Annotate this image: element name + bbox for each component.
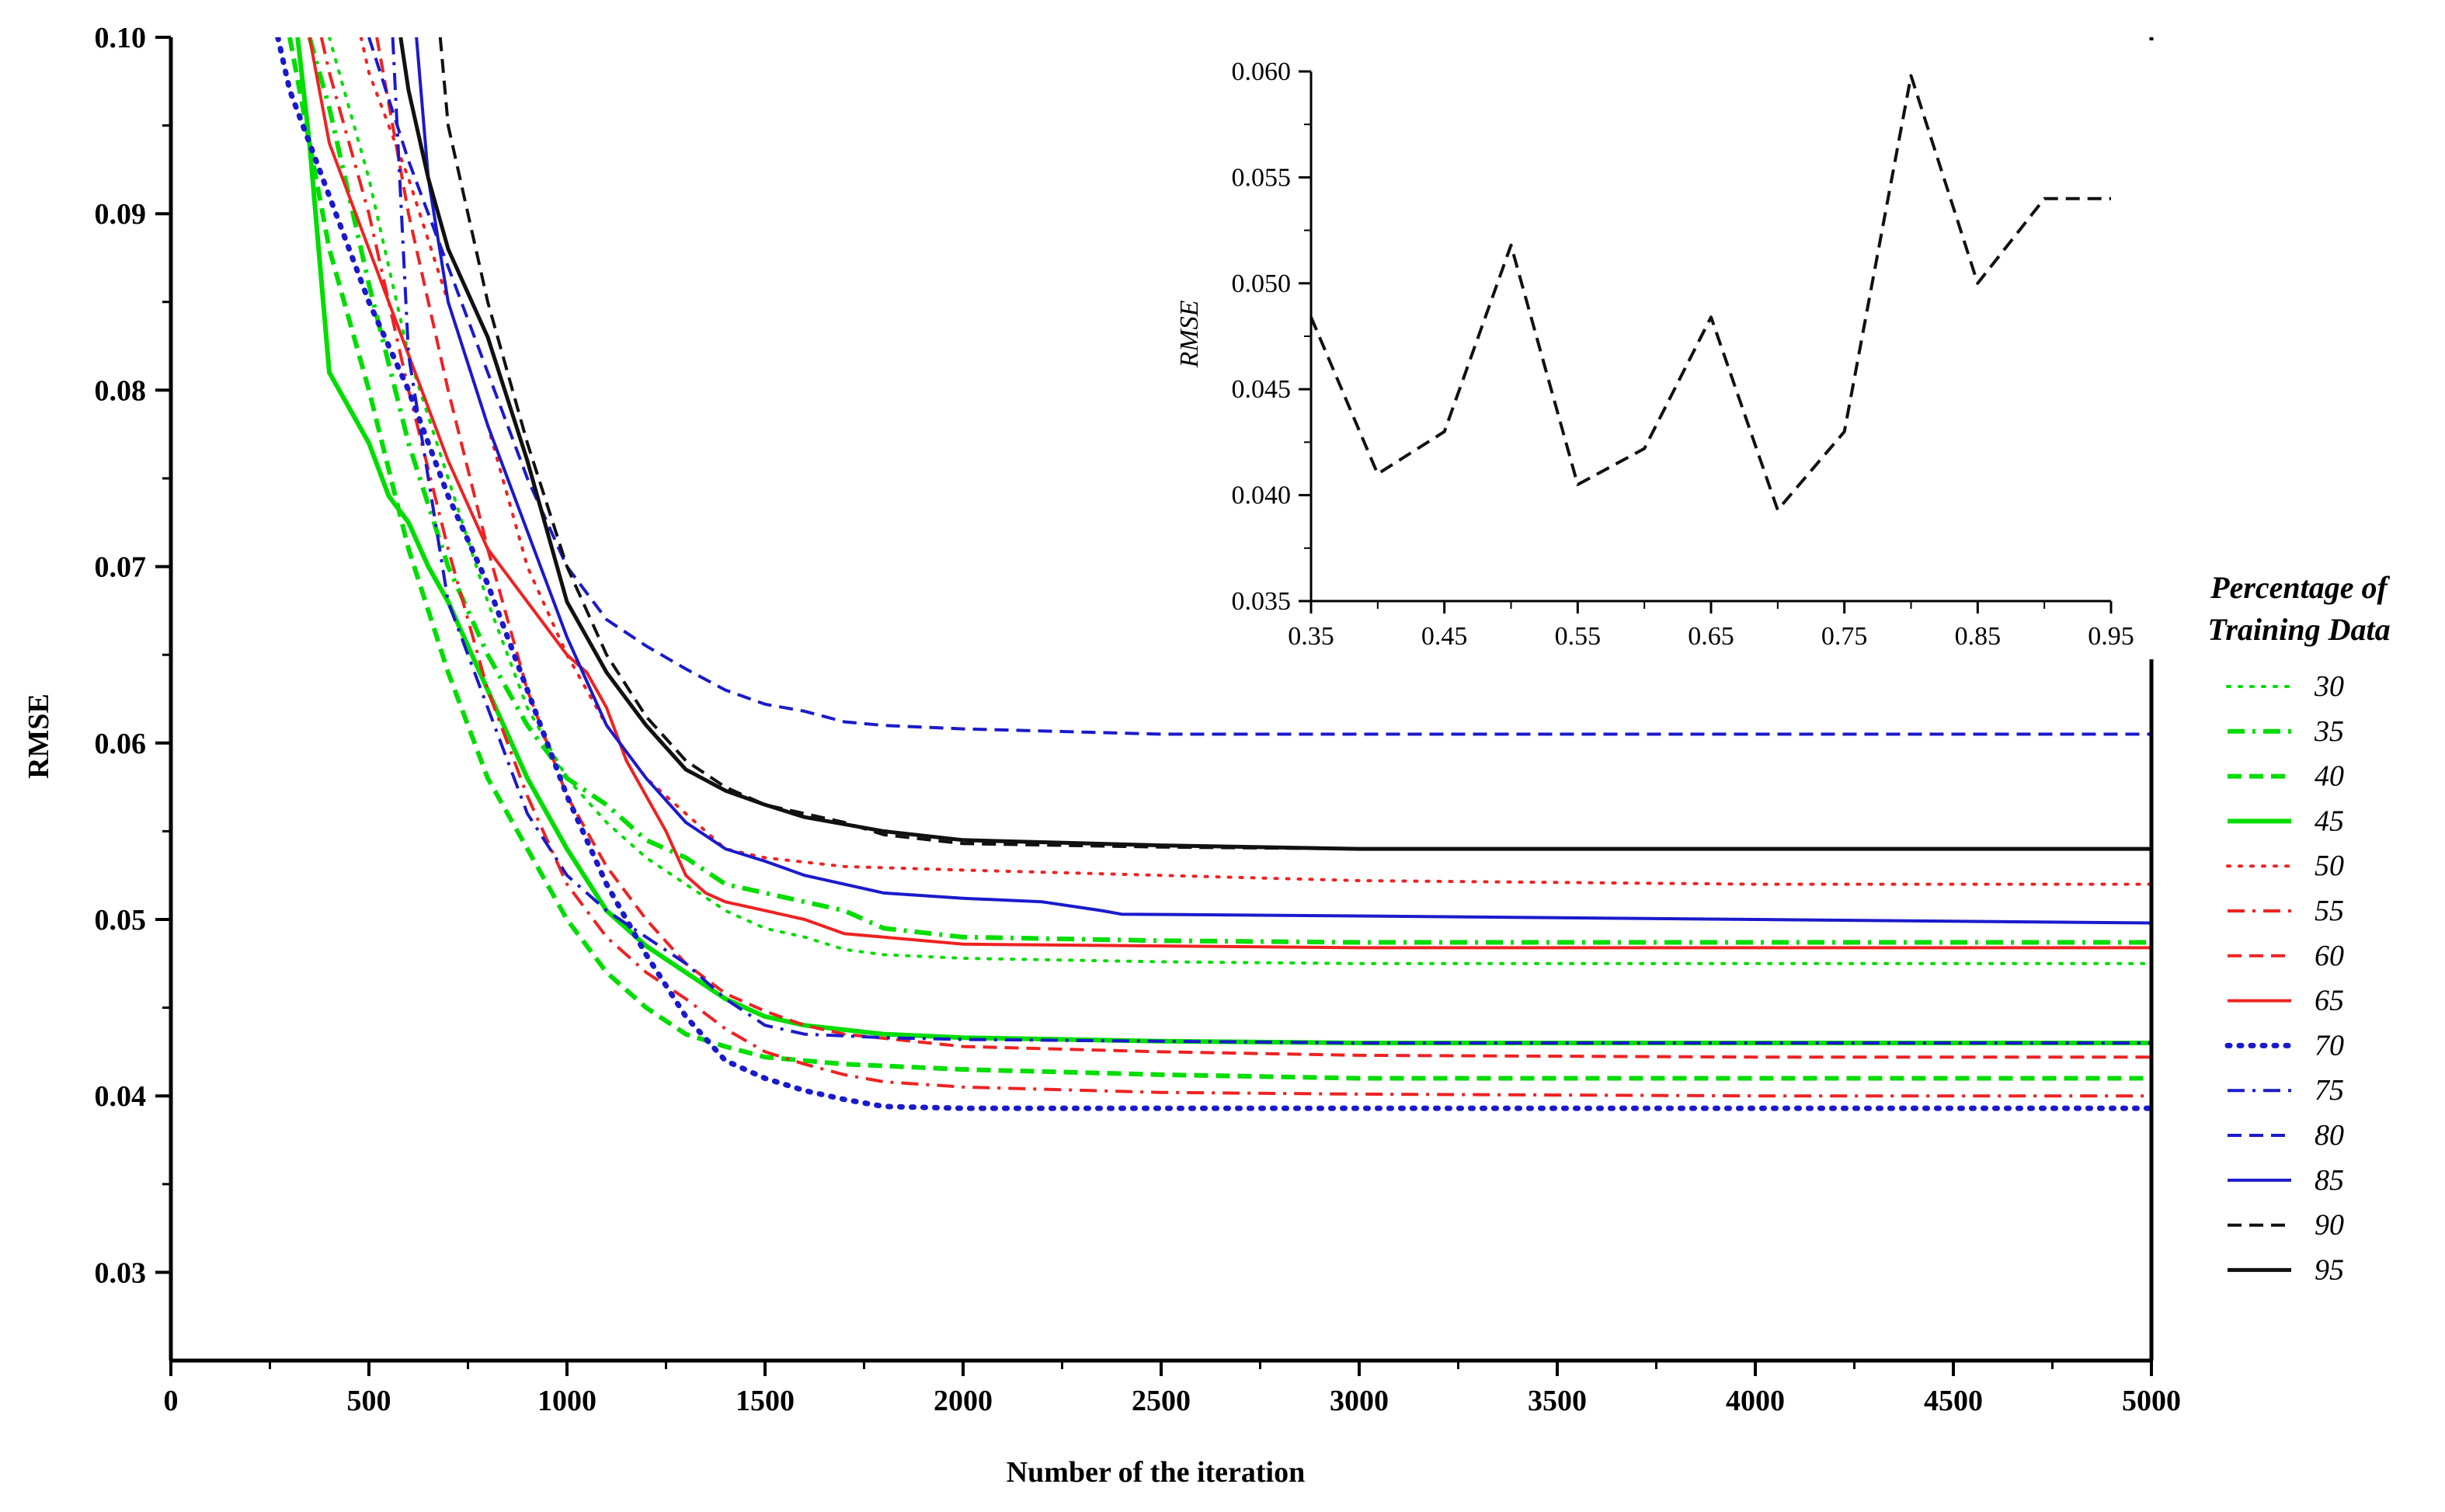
legend-item-45: 45	[2228, 805, 2344, 837]
legend-item-40: 40	[2228, 760, 2344, 793]
legend-item-35: 35	[2228, 715, 2344, 748]
legend: Percentage of Training Data 30 35 40 45 50 55…	[2207, 570, 2390, 1286]
inset-y-tick-label: 0.040	[1232, 481, 1292, 510]
inset-y-axis-title: RMSE	[1175, 300, 1204, 368]
main-y-tick-label: 0.09	[95, 198, 147, 231]
legend-label: 80	[2315, 1119, 2344, 1152]
legend-item-55: 55	[2228, 895, 2344, 927]
main-y-tick-label: 0.05	[95, 904, 147, 937]
main-x-axis-title: Number of the iteration	[1007, 1456, 1306, 1489]
main-x-tick-label: 5000	[2122, 1385, 2181, 1417]
main-x-tick-label: 2000	[934, 1385, 993, 1417]
main-x-tick-label: 4500	[1924, 1385, 1983, 1417]
series-line-85	[415, 37, 2151, 925]
series-line-75	[391, 37, 2151, 1044]
main-y-tick-label: 0.06	[95, 728, 147, 760]
main-x-tick-label: 500	[347, 1385, 391, 1417]
legend-label: 75	[2315, 1074, 2344, 1107]
inset-background	[1202, 40, 2158, 659]
main-y-axis-title: RMSE	[23, 693, 55, 779]
legend-title-line1: Percentage of	[2210, 570, 2390, 605]
inset-x-tick-label: 0.55	[1555, 622, 1602, 651]
series-line-95	[398, 37, 2151, 851]
legend-item-85: 85	[2228, 1164, 2344, 1197]
inset-x-tick-label: 0.35	[1288, 622, 1334, 651]
legend-item-65: 65	[2228, 985, 2344, 1017]
legend-label: 50	[2315, 850, 2344, 882]
main-x-tick-label: 1500	[736, 1385, 795, 1417]
main-y-tick-label: 0.08	[95, 374, 147, 407]
legend-label: 85	[2315, 1164, 2344, 1197]
legend-label: 70	[2315, 1029, 2344, 1062]
main-x-ticks: 0 500 1000 1500 2000 2500 3000 3500 4000 4500 5000	[164, 1361, 2181, 1417]
legend-label: 30	[2314, 670, 2344, 703]
main-y-tick-label: 0.10	[95, 22, 147, 54]
inset-y-tick-label: 0.060	[1232, 57, 1292, 86]
inset-series-layer	[1202, 40, 2158, 659]
main-y-ticks: 0.03 0.04 0.05 0.06 0.07 0.08 0.09 0.10	[95, 22, 171, 1289]
series-line-50	[359, 37, 2151, 886]
main-y-tick-label: 0.04	[95, 1080, 147, 1113]
main-x-tick-label: 4000	[1726, 1385, 1785, 1417]
inset-y-ticks: 0.035 0.040 0.045 0.050 0.055 0.060	[1232, 57, 1311, 616]
inset-y-tick-label: 0.035	[1232, 587, 1292, 616]
inset-x-tick-label: 0.45	[1421, 622, 1468, 651]
main-series-layer	[275, 37, 2151, 1111]
main-x-tick-label: 0	[164, 1385, 179, 1417]
legend-item-90: 90	[2228, 1209, 2344, 1242]
series-line-30	[328, 37, 2151, 965]
legend-label: 95	[2315, 1253, 2344, 1286]
main-x-tick-label: 3000	[1330, 1385, 1389, 1417]
inset-x-tick-label: 0.75	[1821, 622, 1868, 651]
main-x-tick-label: 3500	[1528, 1385, 1587, 1417]
series-line-35	[307, 37, 2151, 945]
inset-series-line	[1309, 74, 2111, 512]
legend-label: 65	[2315, 985, 2344, 1017]
inset-y-tick-label: 0.050	[1232, 269, 1292, 298]
series-line-90	[438, 37, 2151, 851]
series-line-80	[367, 37, 2151, 736]
legend-item-30: 30	[2226, 670, 2344, 703]
legend-label: 45	[2315, 805, 2344, 837]
inset-y-tick-label: 0.055	[1232, 163, 1292, 192]
series-line-40	[287, 37, 2151, 1081]
main-y-tick-label: 0.07	[95, 551, 147, 584]
legend-label: 90	[2315, 1209, 2344, 1242]
legend-item-70: 70	[2224, 1029, 2344, 1062]
inset-x-ticks: 0.35 0.45 0.55 0.65 0.75 0.85 0.95	[1288, 601, 2134, 651]
main-x-tick-label: 1000	[537, 1385, 596, 1417]
legend-item-80: 80	[2228, 1119, 2344, 1152]
main-x-tick-label: 2500	[1132, 1385, 1191, 1417]
legend-label: 60	[2315, 940, 2344, 972]
legend-item-60: 60	[2228, 940, 2344, 972]
legend-label: 55	[2315, 895, 2344, 927]
legend-item-50: 50	[2226, 850, 2344, 882]
legend-items: 30 35 40 45 50 55 60 65 70 75 80 85 90 95	[2224, 670, 2344, 1286]
series-line-65	[308, 37, 2151, 950]
inset-y-tick-label: 0.045	[1232, 375, 1292, 404]
inset-x-tick-label: 0.85	[1955, 622, 2002, 651]
legend-label: 40	[2315, 760, 2344, 793]
legend-item-75: 75	[2228, 1074, 2344, 1107]
legend-label: 35	[2314, 715, 2344, 748]
series-line-70	[275, 37, 2151, 1111]
main-y-tick-label: 0.03	[95, 1257, 147, 1289]
legend-item-95: 95	[2228, 1253, 2344, 1286]
inset-x-tick-label: 0.65	[1688, 622, 1734, 651]
inset-x-tick-label: 0.95	[2088, 622, 2134, 651]
legend-title-line2: Training Data	[2207, 612, 2390, 647]
